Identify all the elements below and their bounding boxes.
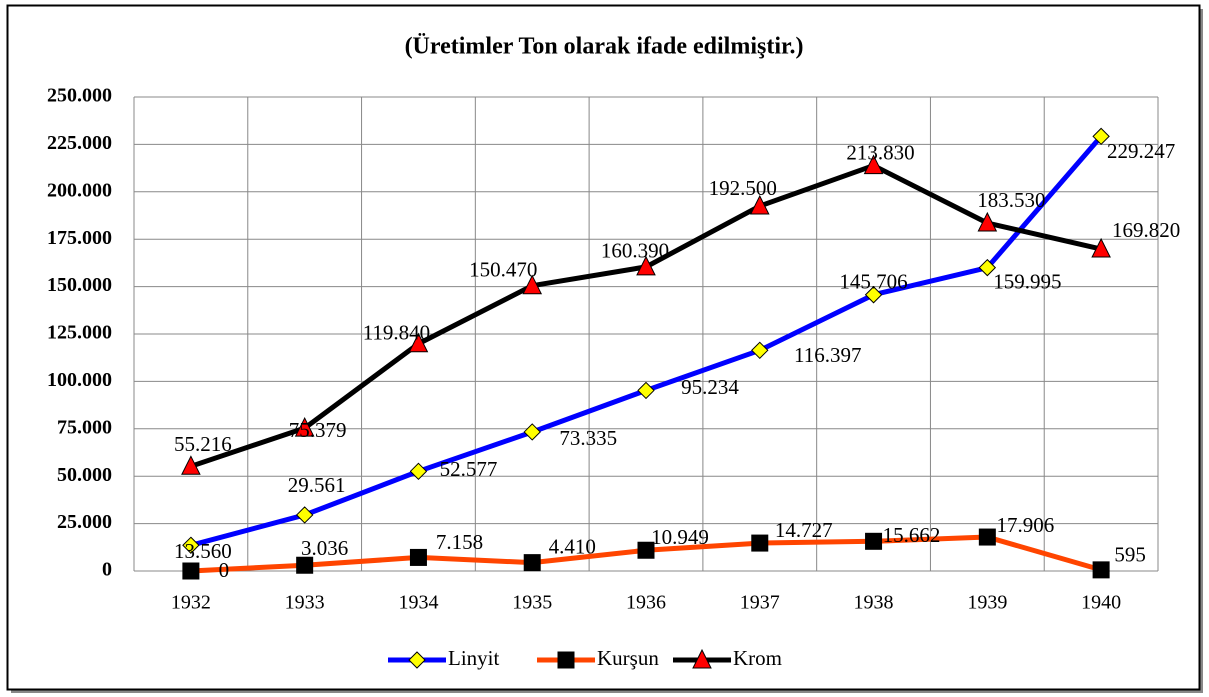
point-marker — [182, 562, 200, 580]
data-label: 595 — [1114, 543, 1146, 567]
data-label: 55.216 — [174, 432, 232, 456]
data-label: 14.727 — [775, 518, 833, 542]
frame — [6, 4, 1201, 691]
point-marker — [1092, 561, 1110, 579]
y-tick-label: 125.000 — [47, 322, 112, 344]
data-label: 150.470 — [469, 258, 537, 282]
point-marker — [978, 528, 996, 546]
point-marker — [409, 462, 428, 481]
data-label: 160.390 — [601, 239, 669, 263]
y-tick-label: 100.000 — [47, 369, 112, 391]
data-label: 229.247 — [1107, 139, 1175, 163]
legend-marker — [408, 651, 426, 669]
data-label: 95.234 — [681, 375, 739, 399]
point-marker — [865, 532, 883, 550]
data-label: 0 — [219, 558, 230, 582]
x-tick-label: 1936 — [626, 592, 666, 614]
point-marker — [523, 554, 541, 572]
point-marker — [408, 332, 429, 353]
point-marker — [295, 506, 314, 524]
legend-marker — [557, 651, 575, 669]
point-marker — [863, 154, 884, 175]
point-marker — [296, 556, 314, 574]
data-label: 3.036 — [301, 536, 348, 560]
point-marker — [523, 423, 541, 441]
data-label: 4.410 — [549, 534, 596, 558]
legend-marker — [692, 648, 712, 669]
data-label: 29.561 — [288, 473, 346, 497]
point-marker — [637, 381, 655, 400]
point-marker — [1091, 237, 1111, 258]
point-marker — [864, 286, 883, 304]
chart-title: (Üretimler Ton olarak ifade edilmiştir.) — [405, 34, 804, 60]
data-label: 7.158 — [436, 530, 483, 554]
y-tick-label: 225.000 — [47, 132, 112, 154]
point-marker — [294, 416, 315, 437]
point-marker — [978, 258, 997, 277]
data-label: 13.560 — [174, 539, 232, 563]
point-marker — [636, 255, 656, 276]
data-label: 169.820 — [1112, 218, 1180, 242]
data-label: 75.379 — [289, 418, 347, 442]
data-label: 73.335 — [559, 426, 617, 450]
point-marker — [751, 341, 769, 360]
y-tick-label: 75.000 — [57, 416, 112, 438]
x-tick-label: 1932 — [171, 592, 211, 614]
x-tick-label: 1935 — [512, 592, 552, 614]
data-label: 10.949 — [651, 525, 709, 549]
point-marker — [977, 211, 998, 232]
legend-label: Kurşun — [597, 646, 659, 670]
point-marker — [182, 536, 200, 554]
data-label: 52.577 — [440, 457, 498, 481]
y-tick-label: 200.000 — [47, 179, 112, 201]
point-marker — [409, 548, 427, 566]
legend-label: Krom — [733, 646, 782, 670]
data-label: 17.906 — [996, 513, 1054, 537]
y-tick-label: 0 — [102, 559, 112, 581]
y-tick-label: 50.000 — [57, 464, 112, 486]
data-label: 15.662 — [883, 523, 941, 547]
legend-label: Linyit — [448, 646, 499, 670]
data-label: 119.840 — [363, 321, 430, 345]
x-tick-label: 1940 — [1081, 592, 1121, 614]
point-marker — [181, 455, 201, 475]
data-label: 145.706 — [839, 270, 907, 294]
x-tick-label: 1934 — [398, 592, 438, 614]
data-label: 116.397 — [794, 343, 861, 367]
y-tick-label: 250.000 — [47, 85, 112, 107]
data-label: 192.500 — [709, 176, 777, 200]
point-marker — [751, 534, 769, 552]
x-tick-label: 1937 — [740, 592, 780, 614]
y-tick-label: 25.000 — [57, 511, 112, 533]
data-label: 213.830 — [846, 140, 914, 164]
y-tick-label: 150.000 — [47, 274, 112, 296]
point-marker — [749, 194, 770, 215]
x-tick-label: 1933 — [285, 592, 325, 614]
data-label: 183.530 — [977, 188, 1045, 212]
y-tick-label: 175.000 — [47, 227, 112, 249]
x-tick-label: 1938 — [854, 592, 894, 614]
point-marker — [637, 541, 655, 559]
data-label: 159.995 — [993, 269, 1061, 293]
x-tick-label: 1939 — [967, 592, 1007, 614]
point-marker — [1092, 127, 1110, 146]
point-marker — [522, 274, 543, 295]
